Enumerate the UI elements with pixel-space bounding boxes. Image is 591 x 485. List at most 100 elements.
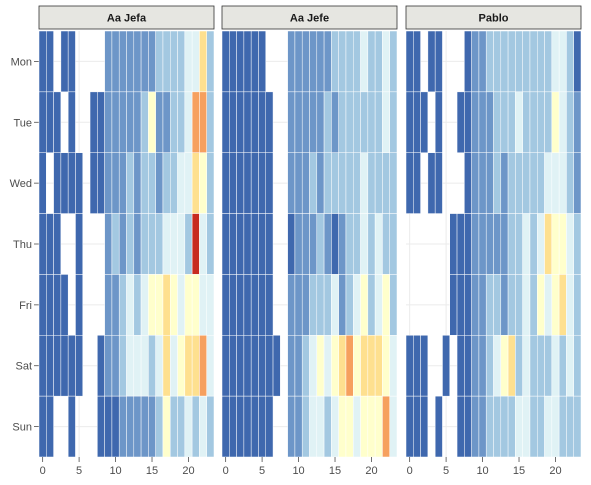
heatmap-cell xyxy=(464,152,472,214)
heatmap-cell xyxy=(353,30,361,93)
heatmap-cell xyxy=(229,395,237,458)
heatmap-cell xyxy=(360,335,369,397)
heatmap-cell xyxy=(126,274,135,336)
heatmap-cell xyxy=(53,213,62,275)
heatmap-cell xyxy=(507,274,516,336)
heatmap-cell xyxy=(46,335,54,397)
y-tick-label-mon: Mon xyxy=(11,56,32,68)
heatmap-cell xyxy=(374,274,383,336)
heatmap-cell xyxy=(155,30,164,93)
heatmap-cell xyxy=(353,152,361,214)
heatmap-cell xyxy=(265,91,274,153)
heatmap-cell xyxy=(456,213,465,275)
heatmap-cell xyxy=(345,213,354,275)
heatmap-cell xyxy=(155,395,164,458)
heatmap-cell xyxy=(67,335,76,397)
heatmap-cell xyxy=(529,91,538,153)
facet-strip xyxy=(221,5,398,30)
heatmap-cell xyxy=(309,274,318,336)
heatmap-cell xyxy=(229,274,237,336)
heatmap-cell xyxy=(250,152,259,214)
heatmap-cell xyxy=(471,335,480,397)
heatmap-cell xyxy=(529,30,538,93)
heatmap-cell xyxy=(471,213,480,275)
heatmap-cell xyxy=(177,335,186,397)
heatmap-cell xyxy=(162,152,171,214)
heatmap-cell xyxy=(427,30,436,93)
heatmap-cell xyxy=(389,213,398,275)
heatmap-cell xyxy=(46,30,54,93)
heatmap-cell xyxy=(111,213,120,275)
heatmap-cell xyxy=(206,213,215,275)
heatmap-cell xyxy=(544,335,553,397)
heatmap-cell xyxy=(323,152,332,214)
heatmap-cell xyxy=(236,152,245,214)
heatmap-cell xyxy=(177,395,186,458)
y-tick-label-wed: Wed xyxy=(10,178,32,190)
heatmap-cell xyxy=(104,274,113,336)
y-tick-label-tue: Tue xyxy=(13,117,32,129)
heatmap-cell xyxy=(294,274,303,336)
heatmap-cell xyxy=(367,395,376,458)
heatmap-cell xyxy=(199,395,207,458)
heatmap-cell xyxy=(485,335,494,397)
facet-panel-1: Aa Jefe 0 5 10 15 20 xyxy=(221,5,398,477)
heatmap-cell xyxy=(104,30,113,93)
heatmap-cell xyxy=(522,91,531,153)
heatmap-cell xyxy=(331,335,339,397)
heatmap-cell xyxy=(544,213,553,275)
x-tick-label: 15 xyxy=(513,465,525,477)
heatmap-cell xyxy=(287,335,296,397)
heatmap-cell xyxy=(89,91,98,153)
heatmap-cell xyxy=(243,30,252,93)
heatmap-cell xyxy=(236,91,245,153)
heatmap-cell xyxy=(573,274,582,336)
heatmap-cell xyxy=(199,152,207,214)
heatmap-cell xyxy=(485,395,494,458)
heatmap-cell xyxy=(360,395,369,458)
heatmap-cell xyxy=(405,335,414,397)
heatmap-cell xyxy=(500,274,509,336)
heatmap-cell xyxy=(522,30,531,93)
heatmap-cell xyxy=(507,395,516,458)
heatmap-cell xyxy=(323,91,332,153)
heatmap-cell xyxy=(104,395,113,458)
heatmap-cell xyxy=(250,335,259,397)
heatmap-cell xyxy=(250,213,259,275)
heatmap-cell xyxy=(464,30,472,93)
heatmap-cell xyxy=(118,395,127,458)
heatmap-cell xyxy=(170,152,178,214)
heatmap-cell xyxy=(309,152,318,214)
heatmap-cell xyxy=(258,395,267,458)
heatmap-cell xyxy=(360,274,369,336)
heatmap-cell xyxy=(111,335,120,397)
heatmap-cell xyxy=(236,335,245,397)
heatmap-cell xyxy=(331,152,339,214)
heatmap-cell xyxy=(229,335,237,397)
heatmap-cell xyxy=(522,395,531,458)
heatmap-cell xyxy=(367,335,376,397)
heatmap-cell xyxy=(199,213,207,275)
x-tick-label: 0 xyxy=(407,465,413,477)
heatmap-cell xyxy=(573,30,582,93)
heatmap-cell xyxy=(46,274,54,336)
heatmap-cell xyxy=(338,213,347,275)
heatmap-cell xyxy=(316,91,325,153)
heatmap-cell xyxy=(420,335,429,397)
heatmap-cell xyxy=(316,213,325,275)
heatmap-cell xyxy=(382,91,390,153)
heatmap-cell xyxy=(221,152,230,214)
heatmap-cell xyxy=(162,335,171,397)
heatmap-cell xyxy=(191,395,200,458)
heatmap-cell xyxy=(515,274,523,336)
heatmap-cell xyxy=(60,274,69,336)
heatmap-cell xyxy=(162,213,171,275)
x-tick-label: 20 xyxy=(365,465,377,477)
heatmap-cell xyxy=(537,395,545,458)
heatmap-cell xyxy=(236,213,245,275)
heatmap-cell xyxy=(301,335,310,397)
heatmap-cell xyxy=(177,274,186,336)
heatmap-cell xyxy=(529,152,538,214)
heatmap-cell xyxy=(184,30,193,93)
heatmap-cell xyxy=(38,30,47,93)
